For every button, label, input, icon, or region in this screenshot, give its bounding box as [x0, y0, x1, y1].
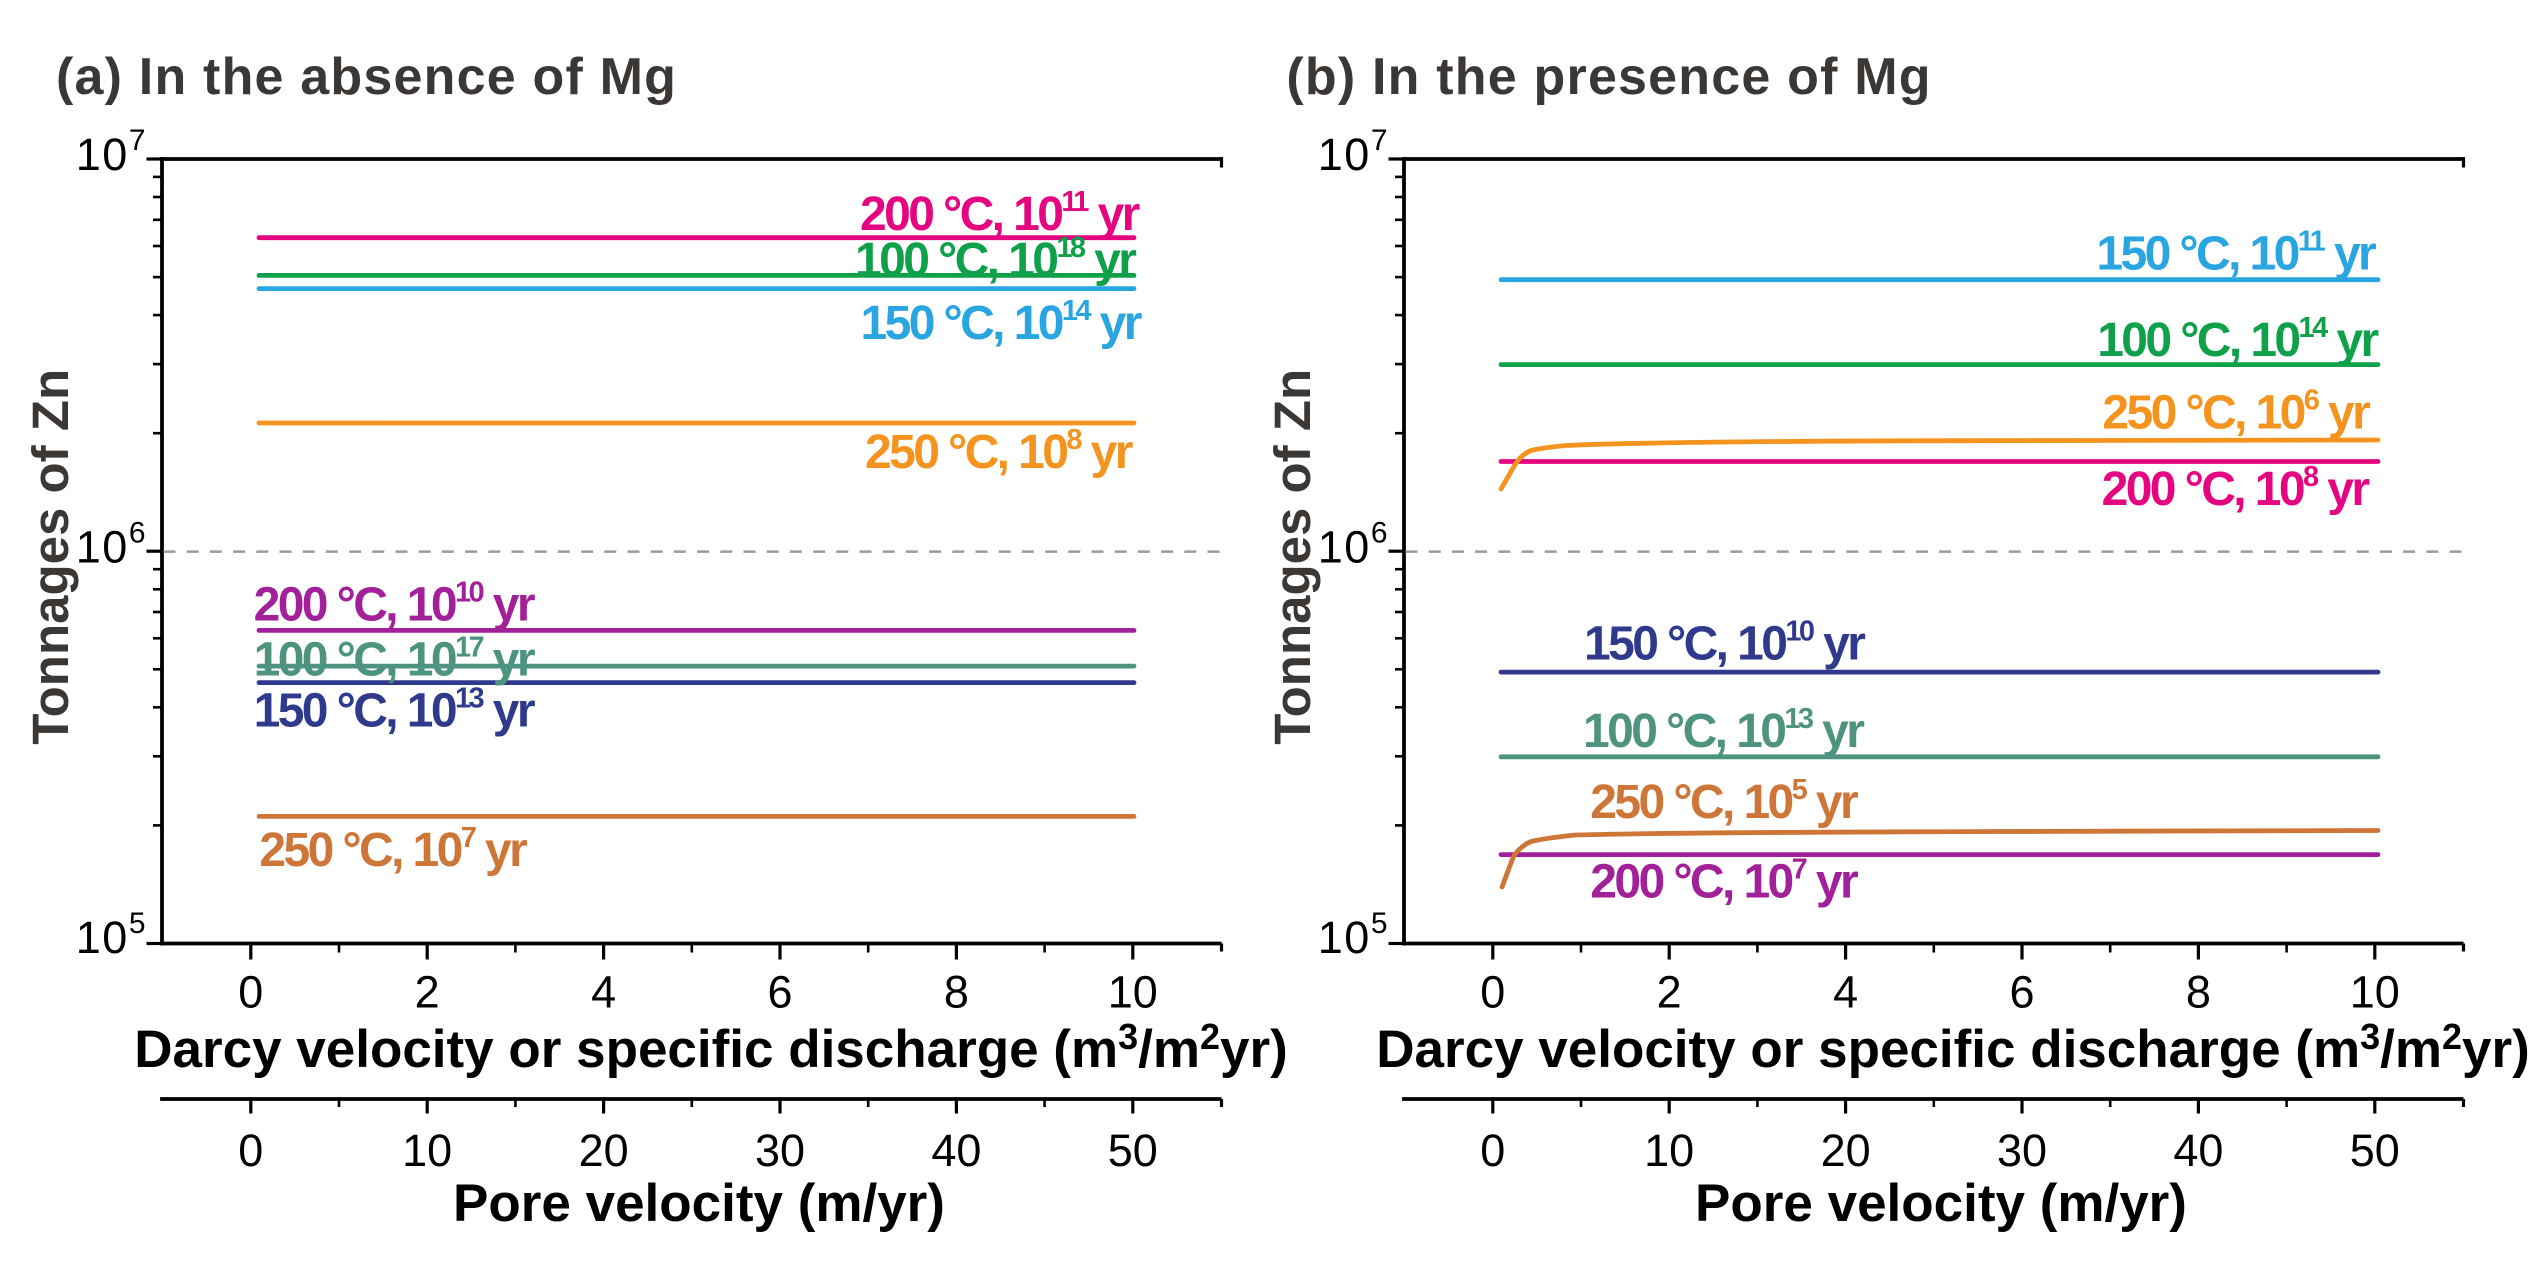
svg-text:100 °C, 1014 yr: 100 °C, 1014 yr	[2097, 312, 2378, 367]
svg-text:100 °C, 1018 yr: 100 °C, 1018 yr	[855, 232, 1136, 287]
svg-text:Tonnages of Zn: Tonnages of Zn	[22, 369, 79, 745]
svg-text:30: 30	[1997, 1125, 2047, 1176]
svg-text:150 °C, 1010 yr: 150 °C, 1010 yr	[1584, 616, 1865, 671]
svg-text:0: 0	[1480, 1125, 1505, 1176]
svg-text:250 °C, 108 yr: 250 °C, 108 yr	[865, 424, 1133, 479]
svg-text:150 °C, 1014 yr: 150 °C, 1014 yr	[861, 295, 1142, 350]
svg-text:Darcy velocity or specific dis: Darcy velocity or specific discharge (m3…	[134, 1016, 1288, 1079]
svg-text:250 °C, 106 yr: 250 °C, 106 yr	[2102, 384, 2370, 439]
svg-text:10: 10	[1108, 967, 1158, 1018]
svg-text:2: 2	[415, 967, 440, 1018]
svg-text:100 °C, 1017 yr: 100 °C, 1017 yr	[254, 631, 535, 686]
svg-text:Pore velocity (m/yr): Pore velocity (m/yr)	[453, 1174, 945, 1233]
svg-text:6: 6	[767, 967, 792, 1018]
svg-text:40: 40	[2173, 1125, 2223, 1176]
svg-text:20: 20	[1821, 1125, 1871, 1176]
svg-text:200 °C, 108 yr: 200 °C, 108 yr	[2102, 461, 2370, 516]
svg-text:8: 8	[944, 967, 969, 1018]
svg-text:250 °C, 107 yr: 250 °C, 107 yr	[259, 822, 527, 877]
svg-text:(b) In the presence of Mg: (b) In the presence of Mg	[1286, 48, 1931, 106]
svg-text:50: 50	[2350, 1125, 2400, 1176]
svg-text:Darcy velocity or specific dis: Darcy velocity or specific discharge (m3…	[1376, 1016, 2530, 1079]
svg-text:10: 10	[2350, 967, 2400, 1018]
svg-text:150 °C, 1013 yr: 150 °C, 1013 yr	[254, 683, 535, 738]
svg-text:Tonnages of Zn: Tonnages of Zn	[1264, 369, 1321, 745]
svg-text:20: 20	[579, 1125, 629, 1176]
svg-text:106: 106	[76, 517, 147, 573]
svg-text:150 °C, 1011 yr: 150 °C, 1011 yr	[2096, 225, 2376, 280]
svg-text:200 °C, 1010 yr: 200 °C, 1010 yr	[254, 577, 535, 632]
svg-text:(a) In the absence of Mg: (a) In the absence of Mg	[56, 48, 677, 106]
svg-text:200 °C, 1011 yr: 200 °C, 1011 yr	[860, 186, 1140, 241]
svg-text:100 °C, 1013 yr: 100 °C, 1013 yr	[1583, 703, 1864, 758]
svg-text:6: 6	[2009, 967, 2034, 1018]
svg-text:0: 0	[1480, 967, 1505, 1018]
svg-text:2: 2	[1657, 967, 1682, 1018]
svg-text:50: 50	[1108, 1125, 1158, 1176]
svg-text:40: 40	[931, 1125, 981, 1176]
svg-text:4: 4	[591, 967, 616, 1018]
svg-text:200 °C, 107 yr: 200 °C, 107 yr	[1590, 853, 1858, 908]
svg-text:10: 10	[402, 1125, 452, 1176]
svg-text:0: 0	[238, 967, 263, 1018]
svg-text:Pore velocity (m/yr): Pore velocity (m/yr)	[1695, 1174, 2187, 1233]
svg-text:250 °C, 105 yr: 250 °C, 105 yr	[1590, 774, 1858, 829]
svg-text:30: 30	[755, 1125, 805, 1176]
svg-text:8: 8	[2186, 967, 2211, 1018]
svg-text:0: 0	[238, 1125, 263, 1176]
svg-text:4: 4	[1833, 967, 1858, 1018]
svg-text:10: 10	[1644, 1125, 1694, 1176]
svg-text:107: 107	[1318, 124, 1389, 180]
